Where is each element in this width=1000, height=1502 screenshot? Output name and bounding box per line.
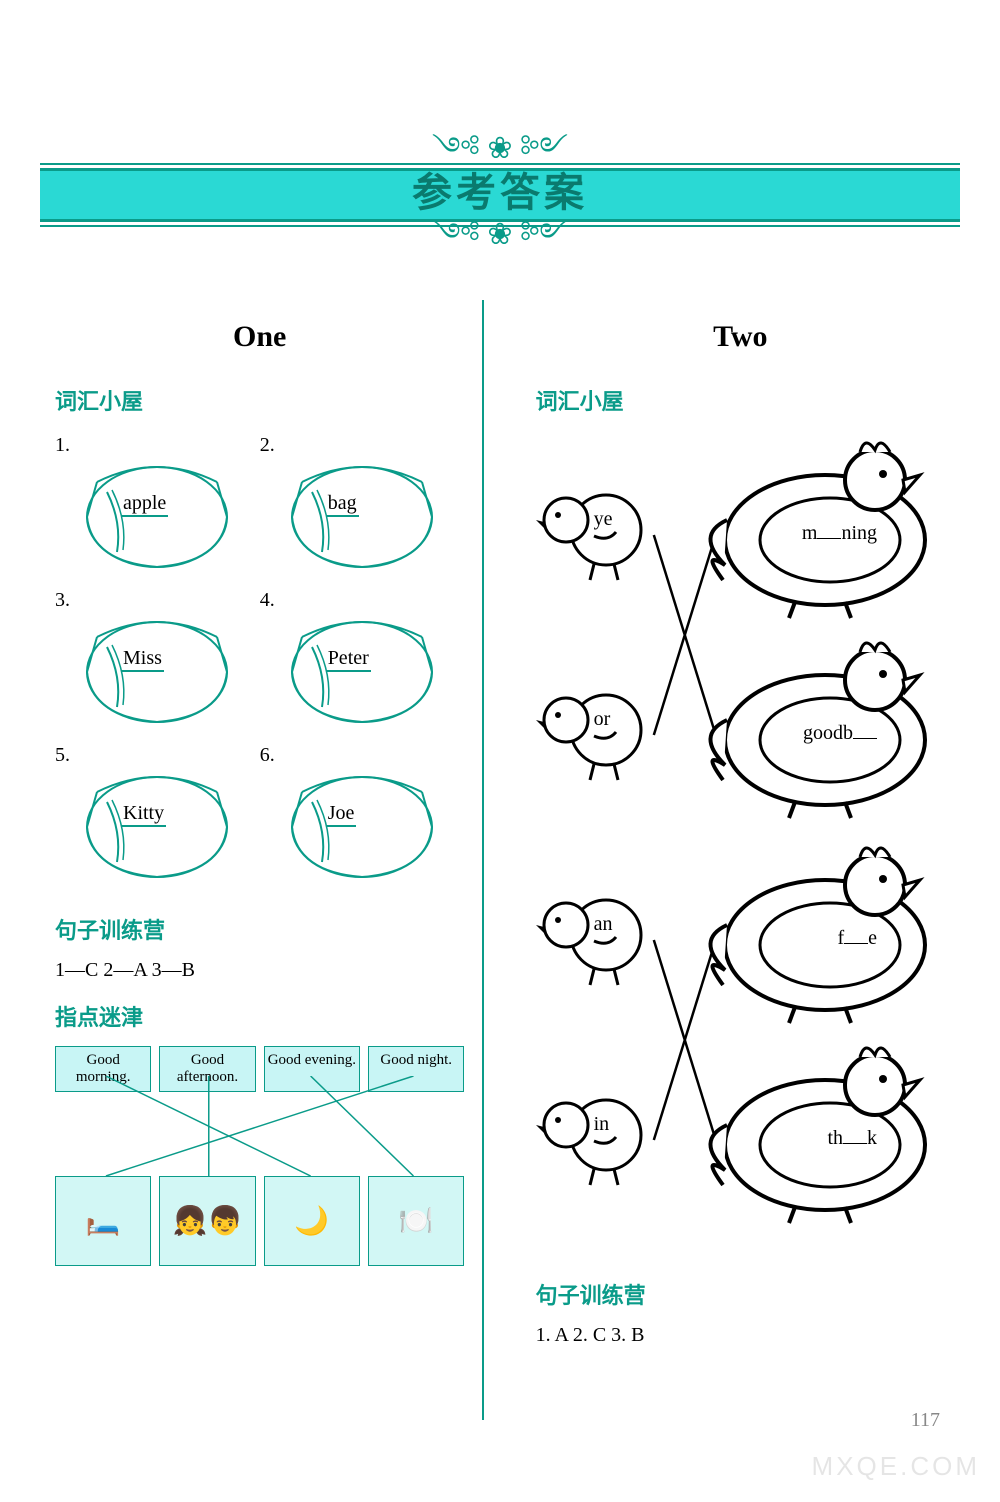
chick-icon	[536, 480, 656, 590]
bowl-cell: 5. Kitty	[55, 740, 260, 895]
column-divider	[482, 300, 484, 1420]
bowl-number: 1.	[55, 434, 70, 457]
match-row: ye mning	[536, 430, 945, 630]
bowl-number: 5.	[55, 744, 70, 767]
chick-icon	[536, 1085, 656, 1195]
bowl-number: 2.	[260, 434, 275, 457]
scene-image: 🛏️	[55, 1176, 151, 1266]
match-row: in thk	[536, 1035, 945, 1235]
column-one-title: One	[55, 320, 464, 354]
sentence-heading-left: 句子训练营	[55, 913, 464, 945]
chick-label: in	[594, 1113, 610, 1136]
chick-hen-match-area: ye mning or goodb	[536, 430, 945, 1260]
sentence-heading-right: 句子训练营	[536, 1278, 945, 1310]
scene-image: 🍽️	[368, 1176, 464, 1266]
bowl-word: bag	[326, 492, 359, 517]
chick-icon	[536, 885, 656, 995]
greeting-row: Good morning. Good afternoon. Good eveni…	[55, 1046, 464, 1092]
scene-image: 🌙	[264, 1176, 360, 1266]
greeting-match-area: Good morning. Good afternoon. Good eveni…	[55, 1046, 464, 1266]
page-number: 117	[911, 1409, 940, 1432]
bowl-cell: 4. Peter	[260, 585, 465, 740]
greeting-box: Good afternoon.	[159, 1046, 255, 1092]
scene-row: 🛏️ 👧👦 🌙 🍽️	[55, 1176, 464, 1266]
page-title: 参考答案	[40, 160, 960, 218]
ornament-bottom-icon: ༺ ❀ ༻	[400, 220, 600, 250]
vocab-heading-right: 词汇小屋	[536, 384, 945, 416]
bowl-word: Peter	[326, 647, 371, 672]
scene-image: 👧👦	[159, 1176, 255, 1266]
hen-label: goodb	[803, 722, 877, 745]
chick-label: an	[594, 913, 613, 936]
bowl-number: 3.	[55, 589, 70, 612]
match-row: or goodb	[536, 630, 945, 830]
bowl-number: 6.	[260, 744, 275, 767]
vocab-heading-left: 词汇小屋	[55, 384, 464, 416]
fishbowl-grid: 1. apple 2. bag 3.	[55, 430, 464, 895]
hen-label: fe	[837, 927, 877, 950]
bowl-word: apple	[121, 492, 168, 517]
tips-heading: 指点迷津	[55, 1000, 464, 1032]
content-area: One 词汇小屋 1. apple 2. bag	[55, 320, 945, 1420]
match-row: an fe	[536, 835, 945, 1035]
sentence-answers-left: 1—C 2—A 3—B	[55, 959, 464, 982]
fishbowl-icon	[282, 442, 442, 572]
bowl-cell: 1. apple	[55, 430, 260, 585]
hen-label: thk	[827, 1127, 877, 1150]
bowl-word: Kitty	[121, 802, 166, 827]
greeting-box: Good evening.	[264, 1046, 360, 1092]
hen-icon	[685, 1035, 945, 1225]
greeting-box: Good night.	[368, 1046, 464, 1092]
bowl-cell: 6. Joe	[260, 740, 465, 895]
title-banner: ༺ ❀ ༻ 参考答案 ༺ ❀ ༻	[40, 150, 960, 240]
chick-label: ye	[594, 508, 613, 531]
column-two-title: Two	[536, 320, 945, 354]
bowl-word: Joe	[326, 802, 357, 827]
watermark: MXQE.COM	[812, 1451, 980, 1482]
column-two: Two 词汇小屋 ye mn	[536, 320, 945, 1355]
page: ༺ ❀ ༻ 参考答案 ༺ ❀ ༻ One 词汇小屋 1. apple 2.	[0, 0, 1000, 1502]
bowl-number: 4.	[260, 589, 275, 612]
bowl-cell: 2. bag	[260, 430, 465, 585]
chick-icon	[536, 680, 656, 790]
hen-icon	[685, 835, 945, 1025]
sentence-answers-right: 1. A 2. C 3. B	[536, 1324, 945, 1347]
chick-label: or	[594, 708, 611, 731]
column-one: One 词汇小屋 1. apple 2. bag	[55, 320, 464, 1266]
hen-label: mning	[802, 522, 877, 545]
fishbowl-icon	[282, 752, 442, 882]
greeting-box: Good morning.	[55, 1046, 151, 1092]
bowl-cell: 3. Miss	[55, 585, 260, 740]
bowl-word: Miss	[121, 647, 164, 672]
